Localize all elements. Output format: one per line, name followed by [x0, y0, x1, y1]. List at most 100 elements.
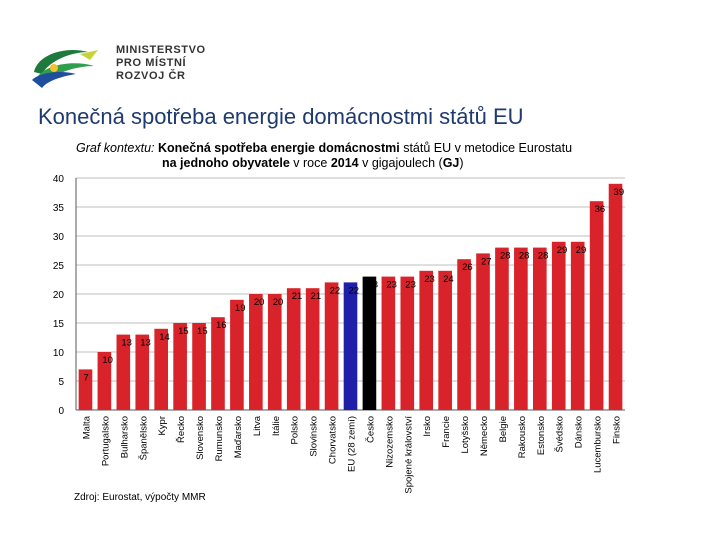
page-title: Konečná spotřeba energie domácnostmi stá… [38, 104, 524, 129]
bar [532, 247, 547, 410]
bar [78, 369, 93, 410]
data-label: 27 [481, 256, 492, 267]
x-tick-label: Litva [252, 415, 263, 436]
bar [514, 247, 528, 410]
bar [154, 328, 169, 410]
subtitle-text-3: v gigajoulech ( [358, 156, 443, 170]
y-tick-label: 5 [58, 377, 64, 388]
x-tick-label: Slovinsko [309, 416, 320, 457]
data-label: 21 [292, 291, 303, 302]
bar [343, 282, 358, 410]
bar [476, 253, 490, 410]
data-label: 23 [424, 274, 435, 285]
x-tick-label: Spojené království [403, 416, 414, 494]
data-label: 21 [311, 291, 322, 302]
bar [381, 276, 396, 410]
y-tick-label: 30 [53, 232, 65, 243]
subtitle-bold-4: GJ [442, 156, 460, 170]
chart-subtitle: Graf kontextu: Konečná spotřeba energie … [76, 141, 656, 171]
y-tick-label: 20 [53, 290, 65, 301]
y-tick-label: 10 [53, 348, 65, 359]
data-label: 13 [121, 338, 132, 349]
data-label: 24 [443, 274, 454, 285]
subtitle-text-2: v roce [289, 156, 331, 170]
x-tick-label: Německo [479, 416, 490, 456]
bar [400, 276, 415, 410]
x-tick-label: Česko [365, 416, 376, 443]
bar [324, 282, 339, 410]
x-tick-label: Portugalsko [100, 416, 111, 466]
bar [495, 247, 509, 410]
x-tick-label: Slovensko [195, 416, 206, 460]
data-label: 10 [102, 355, 113, 366]
data-label: 23 [367, 280, 378, 291]
x-tick-label: Chorvatsko [328, 416, 339, 464]
x-tick-label: Španělsko [138, 416, 149, 460]
subtitle-text-4: ) [459, 156, 464, 170]
data-label: 23 [405, 280, 416, 291]
x-tick-label: Rumunsko [214, 416, 225, 461]
data-label: 28 [500, 251, 511, 262]
x-tick-label: Estonsko [536, 416, 547, 455]
x-tick-label: Bulharsko [119, 416, 130, 458]
subtitle-bold-2: na jednoho obyvatele [162, 156, 290, 170]
data-label: 15 [197, 326, 208, 337]
bar [551, 241, 566, 410]
x-tick-label: Polsko [290, 416, 301, 445]
x-tick-label: Rakousko [517, 416, 528, 458]
x-tick-label: Nizozemsko [384, 416, 395, 468]
context-label: Graf kontextu: [76, 141, 155, 155]
x-tick-label: Malta [81, 415, 92, 439]
x-tick-label: EU (28 zemí) [347, 416, 358, 472]
data-label: 28 [538, 251, 549, 262]
ministry-logo-icon [32, 50, 98, 88]
bar [305, 288, 320, 410]
x-tick-label: Lucembursko [593, 416, 604, 473]
bar [173, 323, 187, 410]
x-tick-label: Francie [441, 416, 452, 448]
bar [570, 241, 585, 410]
data-label: 26 [462, 262, 473, 273]
ministry-line: MINISTERSTVO [116, 44, 206, 56]
bar [438, 270, 452, 410]
x-tick-label: Dánsko [574, 416, 585, 448]
x-tick-label: Lotyšsko [460, 416, 471, 454]
data-label: 15 [178, 326, 189, 337]
y-tick-label: 35 [53, 203, 65, 214]
x-tick-label: Kypr [157, 416, 168, 436]
ministry-name: MINISTERSTVO PRO MÍSTNÍ ROZVOJ ČR [116, 44, 206, 83]
bar [230, 299, 244, 410]
y-tick-label: 25 [53, 261, 65, 272]
data-label: 20 [273, 297, 284, 308]
data-label: 20 [254, 297, 265, 308]
ministry-line: ROZVOJ ČR [116, 70, 186, 82]
data-label: 19 [235, 303, 246, 314]
bar [608, 183, 623, 410]
bar [97, 352, 112, 410]
subtitle-text-1: států EU v metodice Eurostatu [399, 141, 573, 155]
ministry-line: PRO MÍSTNÍ [116, 57, 187, 69]
source-note: Zdroj: Eurostat, výpočty MMR [74, 492, 206, 503]
bar [135, 334, 150, 410]
bar [192, 323, 206, 410]
y-tick-label: 40 [53, 174, 65, 185]
bar [589, 201, 604, 410]
bar [116, 334, 131, 410]
data-label: 28 [519, 251, 530, 262]
data-label: 23 [386, 280, 397, 291]
data-label: 22 [330, 285, 341, 296]
bar [457, 259, 471, 410]
data-label: 14 [159, 332, 170, 343]
data-label: 16 [216, 320, 227, 331]
x-tick-label: Maďarsko [233, 416, 244, 458]
data-label: 36 [595, 204, 606, 215]
data-label: 7 [83, 372, 88, 383]
x-tick-label: Finsko [612, 416, 623, 444]
data-label: 29 [557, 245, 568, 256]
x-tick-label: Itálie [271, 416, 282, 436]
data-label: 22 [349, 285, 360, 296]
x-tick-label: Švédsko [555, 416, 566, 452]
bar [286, 288, 301, 410]
data-label: 29 [576, 245, 587, 256]
